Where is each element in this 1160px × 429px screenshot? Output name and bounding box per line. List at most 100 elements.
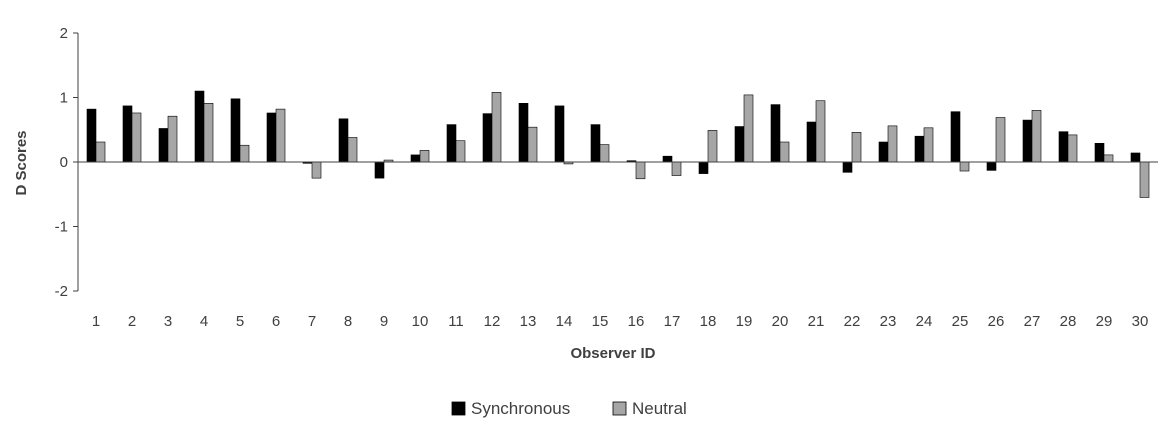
y-axis-title: D Scores [13,130,30,195]
bar-neutral-28 [1067,134,1078,163]
bar-neutral-24 [923,127,934,163]
legend-label-neutral: Neutral [632,399,687,418]
bar-synchronous-25 [950,111,961,163]
y-tick-label: -2 [55,283,68,300]
x-tick-label: 10 [412,313,429,330]
x-tick-label: 3 [164,313,172,330]
x-tick-label: 17 [664,313,681,330]
legend-swatch-neutral [612,401,627,416]
bar-neutral-30 [1139,161,1150,198]
bar-synchronous-28 [1058,131,1069,163]
x-tick-label: 12 [484,313,501,330]
y-ticks-group: 2 1 0 -1 -2 [55,25,78,300]
x-tick-label: 20 [772,313,789,330]
x-tick-label: 7 [308,313,316,330]
x-tick-label: 27 [1024,313,1041,330]
x-tick-label: 18 [700,313,717,330]
x-tick-label: 28 [1060,313,1077,330]
bar-synchronous-22 [842,161,853,173]
x-tick-label: 16 [628,313,645,330]
bar-neutral-12 [491,92,502,163]
bar-neutral-3 [167,115,178,163]
bar-synchronous-12 [482,113,493,163]
bar-synchronous-11 [446,124,457,163]
x-tick-label: 19 [736,313,753,330]
bar-synchronous-3 [158,128,169,163]
legend: Synchronous Neutral [451,399,687,418]
bar-neutral-1 [95,141,106,163]
bar-synchronous-9 [374,161,385,179]
bar-synchronous-17 [662,155,673,163]
bar-neutral-2 [131,112,142,163]
bar-synchronous-27 [1022,119,1033,163]
x-tick-label: 26 [988,313,1005,330]
x-tick-label: 8 [344,313,352,330]
bar-neutral-5 [239,144,250,163]
bar-neutral-27 [1031,110,1042,163]
bar-synchronous-2 [122,105,133,163]
bar-synchronous-1 [86,108,97,163]
y-tick-label: 0 [60,154,68,171]
bar-neutral-4 [203,103,214,163]
bar-synchronous-21 [806,121,817,163]
bars-group [86,90,1150,198]
y-tick-label: 2 [60,25,68,42]
x-tick-label: 1 [92,313,100,330]
bar-neutral-13 [527,126,538,163]
x-tick-label: 15 [592,313,609,330]
bar-synchronous-13 [518,103,529,163]
bar-neutral-29 [1103,154,1114,163]
bar-synchronous-24 [914,135,925,163]
bar-neutral-15 [599,144,610,163]
bar-synchronous-8 [338,118,349,163]
x-tick-label: 4 [200,313,208,330]
bar-synchronous-10 [410,154,421,163]
bar-neutral-6 [275,108,286,163]
x-tick-label: 9 [380,313,388,330]
bar-synchronous-23 [878,141,889,163]
bar-neutral-8 [347,137,358,163]
bar-neutral-17 [671,161,682,176]
bar-neutral-25 [959,161,970,172]
bar-neutral-26 [995,117,1006,163]
x-axis-title: Observer ID [570,345,655,362]
x-tick-label: 24 [916,313,933,330]
bar-synchronous-19 [734,126,745,163]
x-tick-label: 6 [272,313,280,330]
bar-neutral-21 [815,100,826,163]
x-tick-label: 5 [236,313,244,330]
bar-neutral-23 [887,125,898,163]
x-tick-label: 13 [520,313,537,330]
bar-synchronous-6 [266,112,277,163]
legend-swatch-synchronous [451,401,466,416]
bar-synchronous-18 [698,161,709,174]
bar-neutral-19 [743,94,754,163]
x-tick-label: 23 [880,313,897,330]
bar-synchronous-14 [554,105,565,163]
x-tick-label: 29 [1096,313,1113,330]
bar-neutral-22 [851,132,862,163]
y-tick-label: 1 [60,90,68,107]
bar-neutral-18 [707,130,718,163]
y-tick-label: -1 [55,219,68,236]
x-tick-label: 30 [1132,313,1149,330]
bar-synchronous-4 [194,90,205,163]
bar-neutral-11 [455,140,466,163]
bar-neutral-20 [779,141,790,163]
bar-synchronous-30 [1130,152,1141,163]
x-tick-label: 21 [808,313,825,330]
x-tick-label: 25 [952,313,969,330]
bar-synchronous-5 [230,98,241,163]
x-tick-label: 14 [556,313,573,330]
x-ticks-group: 1 2 3 4 5 6 7 8 9 10 11 12 13 14 15 16 17 18 19 20 21 22 23 24 2… [92,313,1149,330]
bar-neutral-16 [635,161,646,180]
bar-neutral-10 [419,150,430,163]
bar-synchronous-26 [986,161,997,171]
legend-label-synchronous: Synchronous [471,399,570,418]
bar-synchronous-15 [590,124,601,163]
x-tick-label: 2 [128,313,136,330]
bar-synchronous-29 [1094,142,1105,163]
bar-neutral-7 [311,161,322,179]
bar-synchronous-20 [770,104,781,163]
